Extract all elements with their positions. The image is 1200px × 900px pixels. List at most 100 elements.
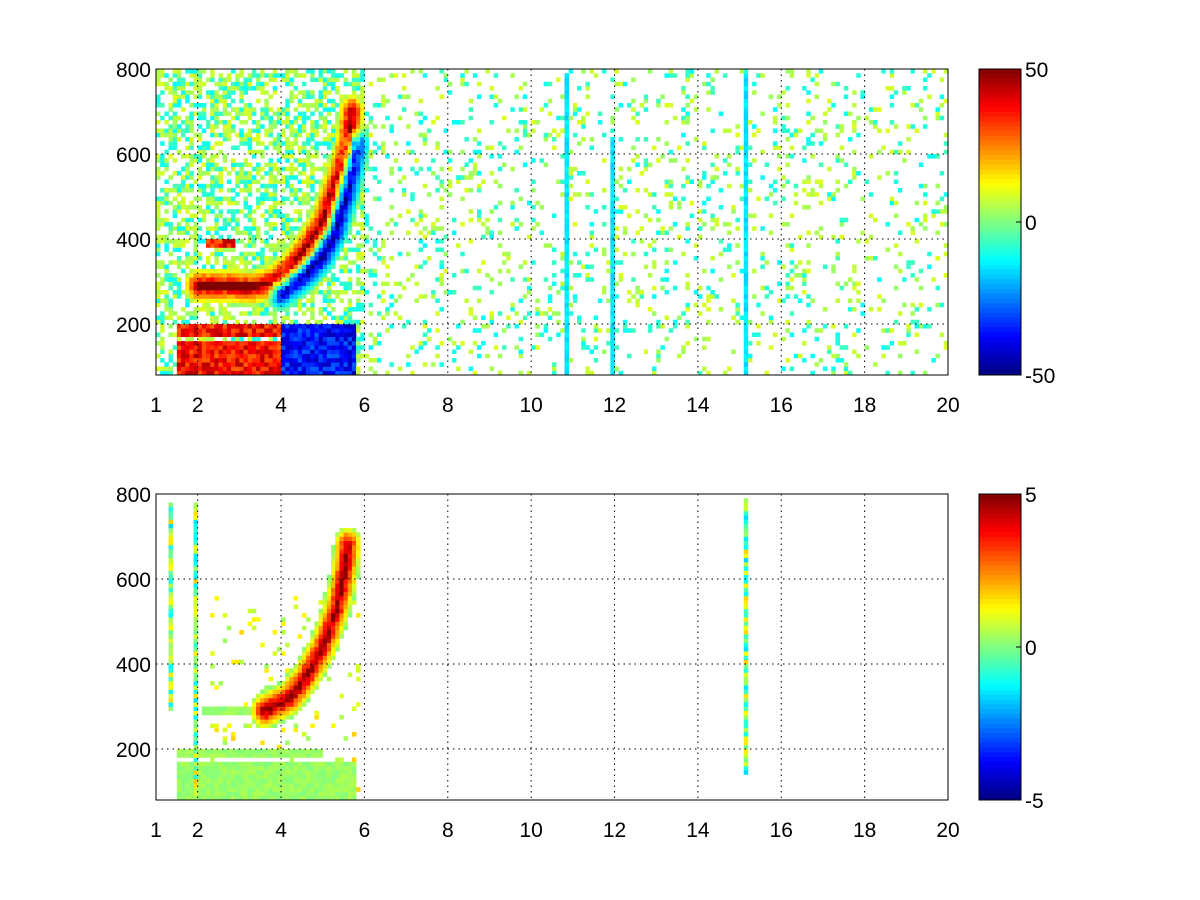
heatmap-cell xyxy=(510,222,515,227)
heatmap-cell xyxy=(410,273,415,278)
heatmap-cell xyxy=(322,183,328,189)
heatmap-cell xyxy=(706,294,711,299)
heatmap-cell xyxy=(189,137,194,142)
heatmap-cell xyxy=(297,706,303,712)
heatmap-cell xyxy=(235,328,240,333)
heatmap-cell xyxy=(472,171,478,176)
heatmap-cell xyxy=(814,179,820,185)
heatmap-cell xyxy=(214,243,219,248)
heatmap-cell xyxy=(447,192,453,197)
colorbar-step xyxy=(979,269,1021,275)
heatmap-cell xyxy=(243,137,249,142)
heatmap-cell xyxy=(564,111,569,117)
heatmap-cell xyxy=(276,260,282,265)
heatmap-cell xyxy=(164,73,169,78)
heatmap-cell xyxy=(564,141,569,146)
heatmap-cell xyxy=(181,94,186,100)
heatmap-cell xyxy=(293,264,299,270)
heatmap-cell xyxy=(210,298,215,304)
heatmap-cell xyxy=(156,200,161,206)
heatmap-cell xyxy=(176,73,182,78)
heatmap-cell xyxy=(493,73,499,78)
heatmap-cell xyxy=(189,787,194,792)
heatmap-cell xyxy=(256,273,261,278)
heatmap-cell xyxy=(235,766,240,771)
heatmap-cell xyxy=(181,345,186,350)
heatmap-cell xyxy=(310,324,315,329)
heatmap-cell xyxy=(564,311,569,316)
heatmap-cell xyxy=(218,770,223,775)
heatmap-cell xyxy=(231,166,236,172)
heatmap-cell xyxy=(476,128,482,134)
heatmap-cell xyxy=(247,205,253,210)
heatmap-cell xyxy=(806,324,811,329)
heatmap-cell xyxy=(306,761,311,767)
heatmap-cell xyxy=(610,239,615,244)
heatmap-cell xyxy=(226,124,232,129)
heatmap-cell xyxy=(606,268,611,274)
heatmap-cell xyxy=(572,192,578,197)
colorbar-step xyxy=(979,327,1021,333)
heatmap-cell xyxy=(235,77,240,83)
heatmap-cell xyxy=(447,158,453,163)
heatmap-cell xyxy=(743,315,749,321)
heatmap-cell xyxy=(326,311,332,316)
heatmap-cell xyxy=(318,366,324,372)
heatmap-cell xyxy=(389,205,394,210)
heatmap-cell xyxy=(635,290,640,295)
heatmap-cell xyxy=(210,353,215,359)
heatmap-cell xyxy=(226,86,232,91)
heatmap-cell xyxy=(797,273,803,278)
heatmap-cell xyxy=(827,345,832,350)
heatmap-cell xyxy=(297,668,303,673)
heatmap-cell xyxy=(251,362,257,367)
heatmap-cell xyxy=(347,281,353,287)
heatmap-cell xyxy=(839,124,845,129)
heatmap-cell xyxy=(652,192,657,197)
heatmap-cell xyxy=(272,353,278,359)
heatmap-cell xyxy=(910,260,915,265)
heatmap-cell xyxy=(268,689,274,695)
heatmap-cell xyxy=(185,264,190,270)
heatmap-cell xyxy=(781,366,786,372)
heatmap-cell xyxy=(285,685,290,690)
heatmap-cell xyxy=(564,370,569,376)
heatmap-cell xyxy=(276,353,282,359)
colorbar-step xyxy=(979,298,1021,304)
heatmap-cell xyxy=(435,188,440,193)
heatmap-cell xyxy=(564,171,569,176)
heatmap-cell xyxy=(322,120,328,125)
heatmap-cell xyxy=(272,200,278,206)
heatmap-cell xyxy=(264,349,269,355)
heatmap-cell xyxy=(343,128,349,134)
heatmap-cell xyxy=(606,341,611,346)
heatmap-cell xyxy=(360,192,365,197)
heatmap-cell xyxy=(664,268,670,274)
heatmap-cell xyxy=(243,243,249,248)
heatmap-cell xyxy=(222,166,228,172)
heatmap-cell xyxy=(656,353,661,359)
heatmap-cell xyxy=(322,230,328,236)
heatmap-cell xyxy=(260,285,265,291)
heatmap-cell xyxy=(301,264,307,270)
heatmap-cell xyxy=(297,693,303,699)
heatmap-cell xyxy=(264,196,269,202)
heatmap-cell xyxy=(185,81,190,87)
heatmap-cell xyxy=(201,770,207,775)
heatmap-cell xyxy=(489,120,494,125)
heatmap-cell xyxy=(306,115,311,121)
heatmap-cell xyxy=(247,251,253,257)
heatmap-cell xyxy=(268,706,274,712)
heatmap-cell xyxy=(310,73,315,78)
heatmap-cell xyxy=(193,154,198,159)
heatmap-cell xyxy=(306,358,311,363)
heatmap-cell xyxy=(260,298,265,304)
heatmap-cell xyxy=(706,298,711,304)
heatmap-cell xyxy=(418,120,424,125)
heatmap-cell xyxy=(247,753,253,758)
heatmap-cell xyxy=(743,260,749,265)
heatmap-cell xyxy=(564,226,569,231)
heatmap-cell xyxy=(243,162,249,168)
heatmap-cell xyxy=(335,141,340,146)
heatmap-cell xyxy=(289,370,294,376)
